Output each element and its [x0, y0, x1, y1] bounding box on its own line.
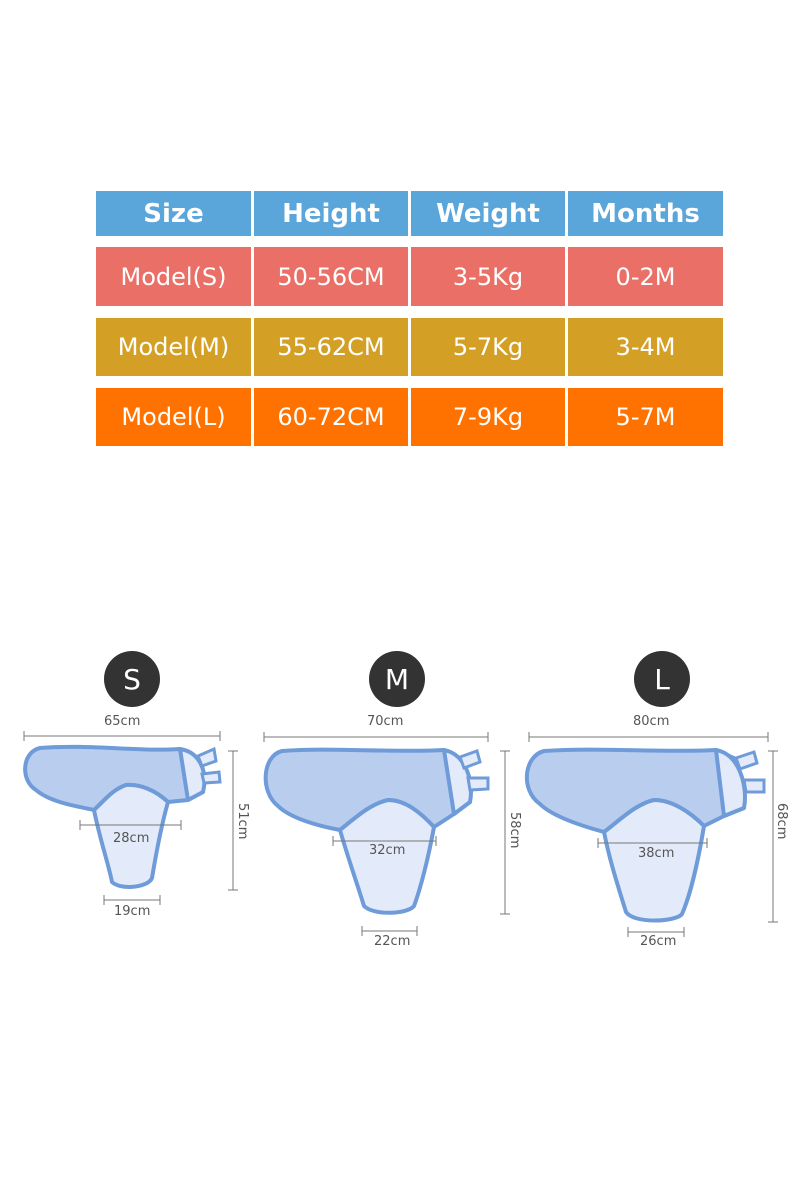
size-badge-s: S: [104, 651, 160, 707]
size-badge-m: M: [369, 651, 425, 707]
width-label: 80cm: [633, 714, 670, 729]
waist-label: 32cm: [369, 843, 406, 858]
cell-height: 50-56CM: [254, 247, 408, 306]
width-label: 70cm: [367, 714, 404, 729]
header-size: Size: [96, 191, 251, 236]
header-height: Height: [254, 191, 408, 236]
size-badge-l: L: [634, 651, 690, 707]
header-months: Months: [568, 191, 723, 236]
cell-height: 55-62CM: [254, 318, 408, 376]
cell-weight: 7-9Kg: [411, 388, 565, 446]
cell-months: 0-2M: [568, 247, 723, 306]
cell-months: 3-4M: [568, 318, 723, 376]
cell-model: Model(L): [96, 388, 251, 446]
width-label: 65cm: [104, 714, 141, 729]
header-weight: Weight: [411, 191, 565, 236]
cell-weight: 3-5Kg: [411, 247, 565, 306]
cell-months: 5-7M: [568, 388, 723, 446]
cell-weight: 5-7Kg: [411, 318, 565, 376]
height-label: 68cm: [774, 803, 789, 840]
bottom-label: 19cm: [114, 904, 151, 919]
cell-model: Model(S): [96, 247, 251, 306]
cell-model: Model(M): [96, 318, 251, 376]
waist-label: 38cm: [638, 846, 675, 861]
height-label: 51cm: [235, 803, 250, 840]
height-label: 58cm: [507, 812, 522, 849]
waist-label: 28cm: [113, 831, 150, 846]
bottom-label: 26cm: [640, 934, 677, 949]
cell-height: 60-72CM: [254, 388, 408, 446]
bottom-label: 22cm: [374, 934, 411, 949]
